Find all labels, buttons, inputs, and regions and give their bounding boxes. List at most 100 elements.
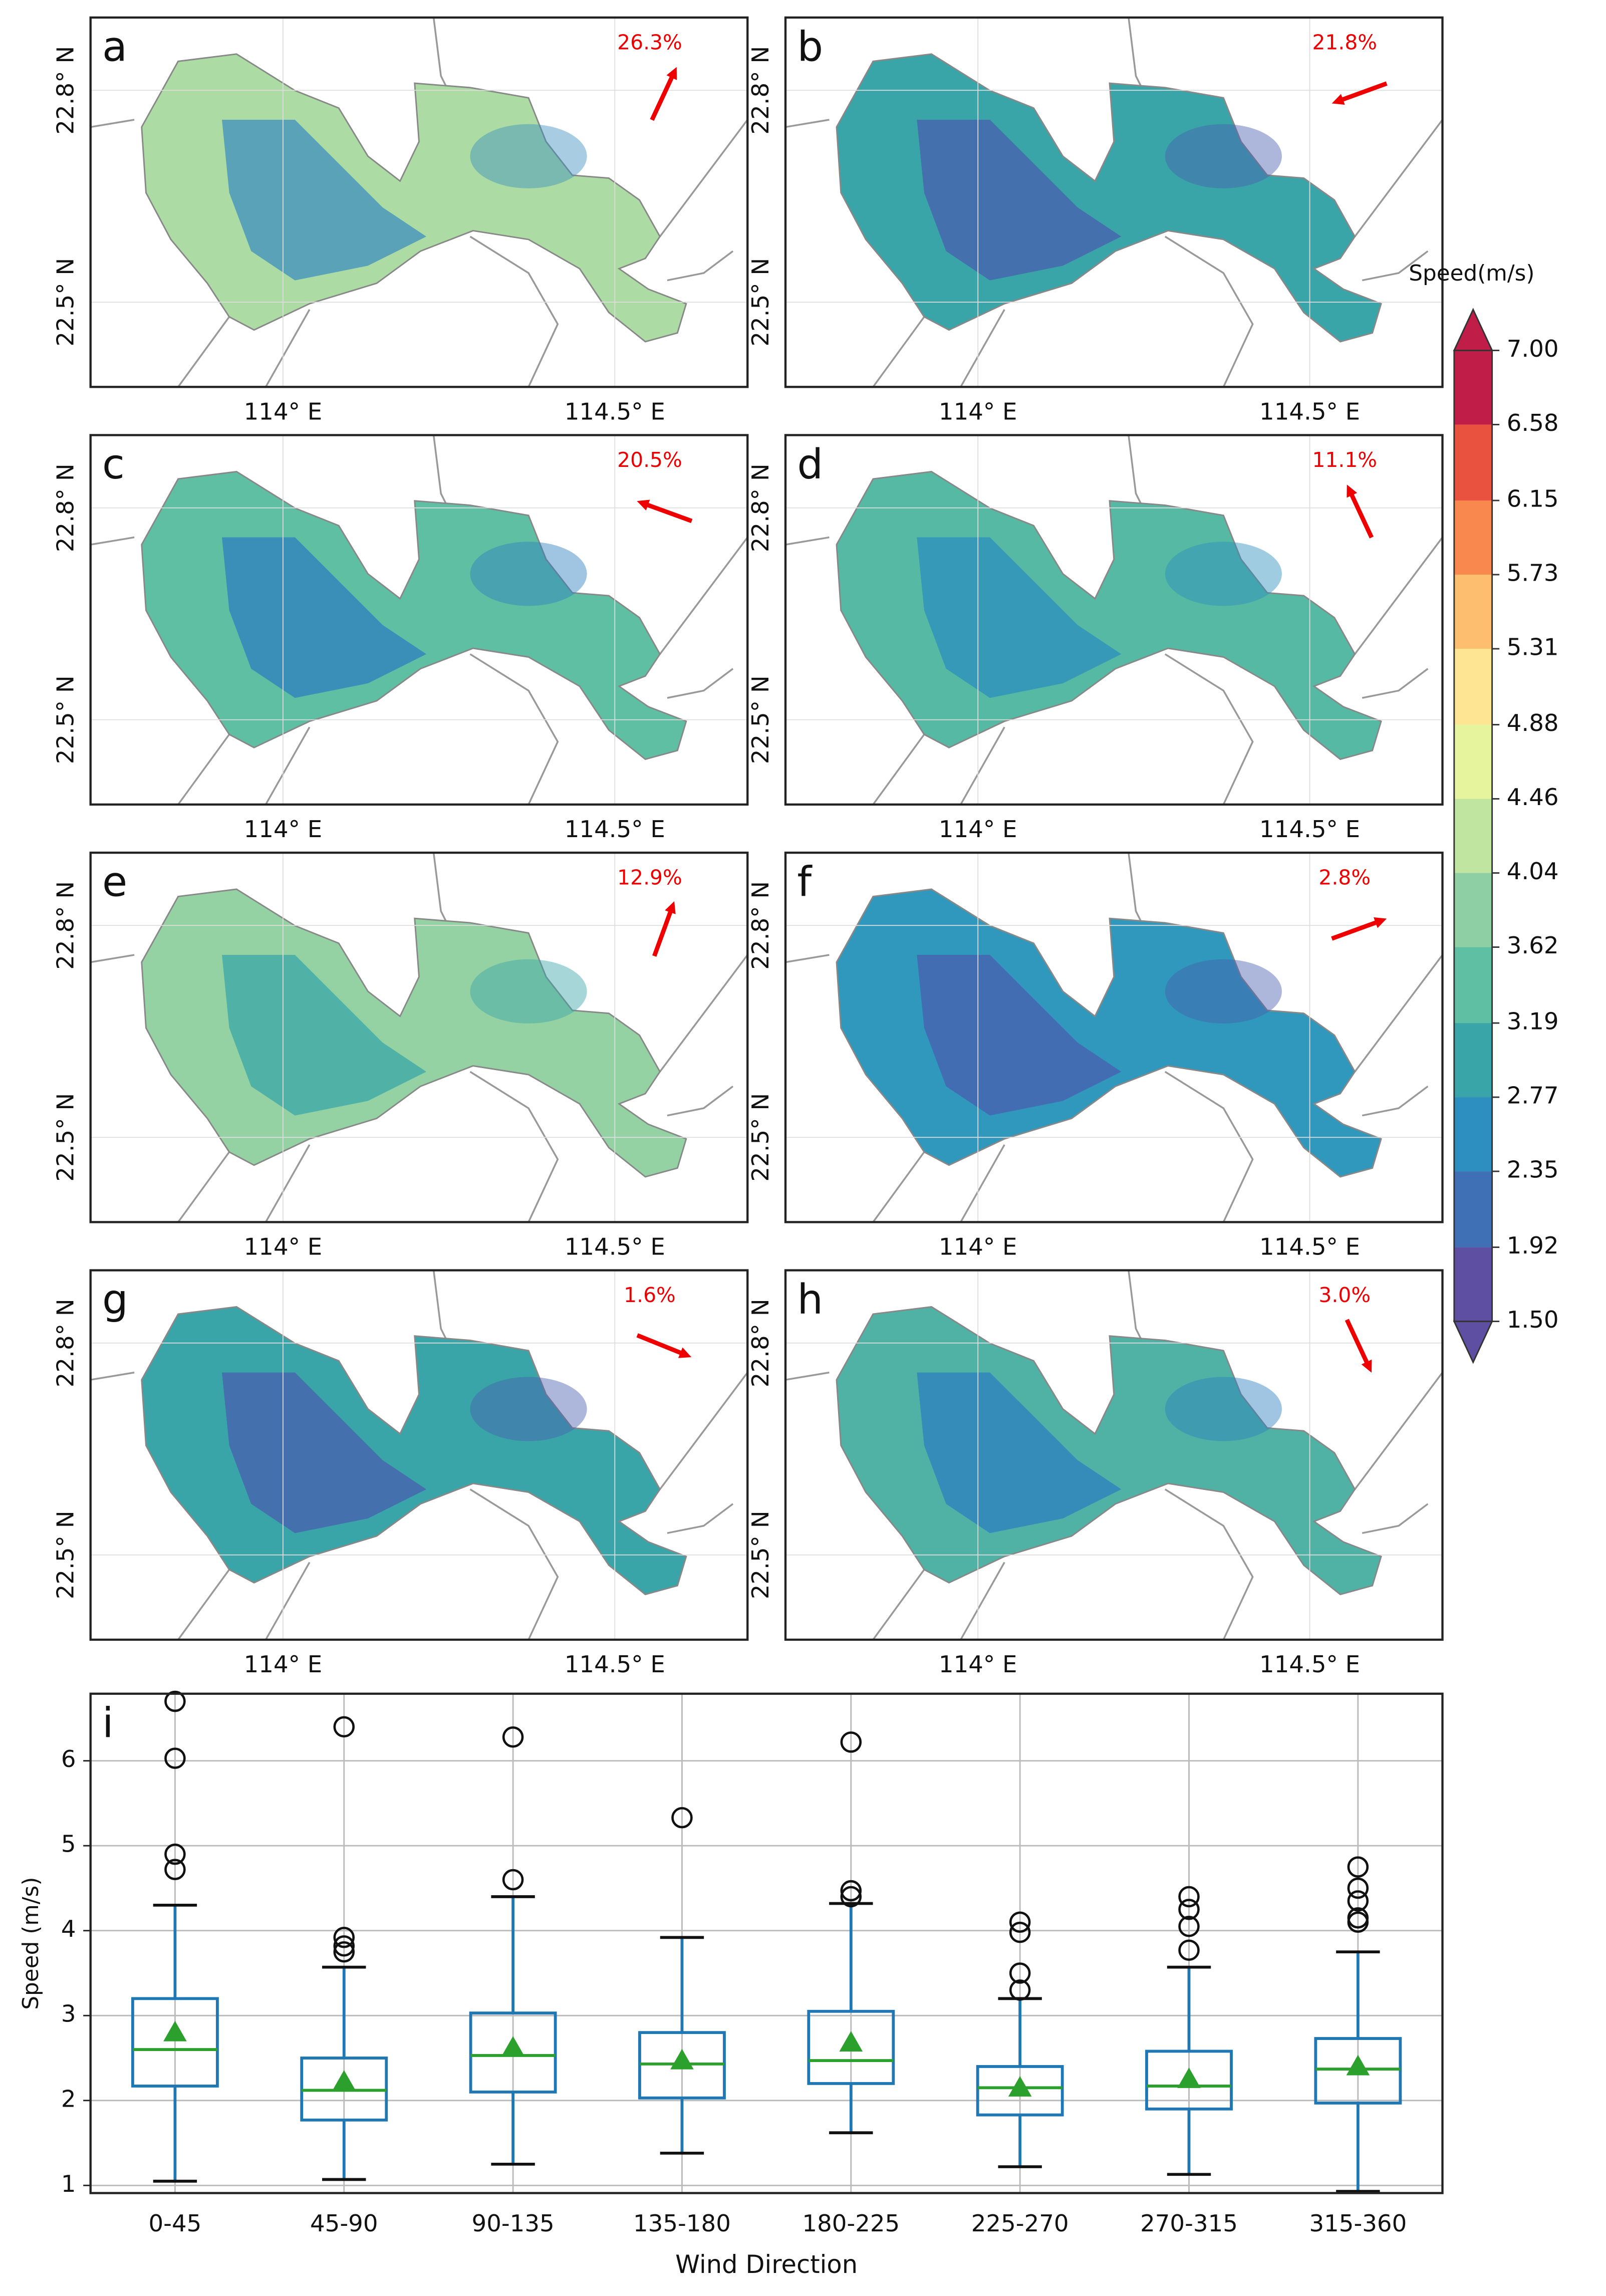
- mean-marker: [1346, 2055, 1370, 2076]
- y-tick-label: 22.5° N: [52, 1510, 79, 1599]
- y-tick-label: 2: [61, 2085, 76, 2112]
- outlier: [1009, 1962, 1031, 1984]
- x-tick-label: 114° E: [939, 816, 1017, 843]
- x-tick-label: 114° E: [244, 1651, 323, 1678]
- frequency-label: 11.1%: [1312, 448, 1377, 472]
- box: [1145, 2050, 1233, 2111]
- x-tick-label: 114° E: [244, 398, 323, 425]
- x-tick-label: 45-90: [310, 2210, 378, 2237]
- panel-label: c: [102, 441, 125, 488]
- arrow-shaft: [1348, 490, 1374, 539]
- frequency-label: 21.8%: [1312, 30, 1377, 54]
- frequency-label: 2.8%: [1318, 866, 1371, 890]
- colorbar-segment: [1454, 873, 1492, 947]
- y-tick-label: 22.5° N: [747, 1510, 774, 1599]
- outlier: [1009, 1979, 1031, 2001]
- wind-arrow: [650, 67, 677, 121]
- colorbar-tick-label: 4.88: [1507, 709, 1559, 736]
- map-panel: 114° E 114.5° E 22.5° N 22.8° N d 11.1%: [747, 434, 1444, 843]
- outlier: [1347, 1877, 1369, 1899]
- coastline: [785, 17, 1443, 388]
- panel-label: a: [102, 24, 127, 71]
- y-tick-label: 22.5° N: [747, 1093, 774, 1182]
- colorbar-tick-label: 4.04: [1507, 858, 1559, 885]
- frequency-label: 3.0%: [1318, 1283, 1371, 1307]
- coastline: [90, 17, 748, 388]
- x-tick-label: 270-315: [1140, 2210, 1238, 2237]
- colorbar-segment: [1454, 1023, 1492, 1098]
- x-tick-label: 0-45: [149, 2210, 202, 2237]
- y-tick-label: 22.8° N: [52, 463, 79, 552]
- colorbar-segment: [1454, 424, 1492, 500]
- outlier: [1178, 1899, 1200, 1920]
- wind-arrow: [1331, 81, 1388, 105]
- arrow-head: [637, 499, 650, 511]
- outlier: [164, 1843, 186, 1865]
- box: [469, 2011, 557, 2094]
- map-frame: [89, 1269, 749, 1641]
- outlier: [1009, 1921, 1031, 1943]
- coastline: [785, 852, 1443, 1223]
- coastline: [90, 852, 748, 1223]
- colorbar-segment: [1454, 1171, 1492, 1247]
- map-frame: [784, 434, 1444, 806]
- colorbar-segment: [1454, 947, 1492, 1024]
- arrow-shaft: [1337, 81, 1388, 103]
- y-axis-label: Speed (m/s): [18, 1877, 44, 2010]
- speed-zone: [917, 1372, 1122, 1534]
- arrow-shaft: [643, 501, 693, 524]
- speed-zone: [470, 124, 587, 188]
- wind-arrow: [1331, 917, 1387, 941]
- colorbar-extend: [1453, 308, 1493, 351]
- arrow-shaft: [1345, 1319, 1371, 1367]
- colorbar-segment: [1454, 500, 1492, 575]
- y-tick-label: 6: [61, 1745, 76, 1772]
- y-tick-label: 22.8° N: [52, 46, 79, 135]
- y-tick-label: 22.5° N: [747, 675, 774, 764]
- outlier: [1178, 1886, 1200, 1908]
- map-panel: 114° E 114.5° E 22.5° N 22.8° N a 26.3%: [52, 16, 749, 425]
- wind-arrow: [637, 499, 693, 524]
- colorbar-tick-label: 3.62: [1507, 932, 1559, 959]
- panel-label: f: [797, 859, 813, 906]
- outlier: [1347, 1907, 1369, 1929]
- mean-marker: [1177, 2068, 1201, 2088]
- panel-label: d: [797, 441, 823, 488]
- arrow-head: [665, 901, 676, 914]
- mean-marker: [1008, 2076, 1032, 2097]
- mean-marker: [501, 2036, 525, 2057]
- panel-label: b: [797, 24, 823, 71]
- arrow-shaft: [636, 1333, 686, 1357]
- y-tick-label: 22.5° N: [52, 258, 79, 347]
- outlier: [671, 1807, 693, 1829]
- arrow-head: [666, 67, 677, 80]
- colorbar-tick-label: 5.31: [1507, 634, 1559, 661]
- x-tick-label: 114° E: [244, 1233, 323, 1260]
- x-tick-label: 90-135: [472, 2210, 555, 2237]
- map-panel: 114° E 114.5° E 22.5° N 22.8° N c 20.5%: [52, 434, 749, 843]
- speed-zone: [1165, 959, 1282, 1024]
- speed-zone: [917, 955, 1122, 1116]
- colorbar-segment: [1454, 724, 1492, 799]
- x-tick-label: 114.5° E: [1259, 1651, 1360, 1678]
- arrow-head: [1347, 484, 1358, 498]
- map-panel: 114° E 114.5° E 22.5° N 22.8° N f 2.8%: [747, 851, 1444, 1260]
- speed-zone: [222, 119, 427, 281]
- frequency-label: 20.5%: [617, 448, 682, 472]
- outlier: [164, 1859, 186, 1880]
- colorbar-title: Speed(m/s): [1409, 261, 1534, 286]
- arrow-head: [1374, 917, 1387, 928]
- arrow-shaft: [652, 907, 674, 957]
- colorbar-tick-label: 1.50: [1507, 1306, 1559, 1333]
- map-panel: 114° E 114.5° E 22.5° N 22.8° N h 3.0%: [747, 1269, 1444, 1678]
- x-tick-label: 114.5° E: [565, 1651, 665, 1678]
- frequency-label: 12.9%: [617, 866, 682, 890]
- map-frame: [784, 851, 1444, 1223]
- outlier: [333, 1941, 355, 1963]
- y-tick-label: 22.8° N: [52, 1299, 79, 1387]
- arrow-head: [1361, 1359, 1372, 1373]
- colorbar-extend: [1453, 1321, 1493, 1364]
- y-tick-label: 22.8° N: [747, 1299, 774, 1387]
- colorbar-tick-label: 6.58: [1507, 409, 1559, 436]
- mean-marker: [670, 2049, 694, 2070]
